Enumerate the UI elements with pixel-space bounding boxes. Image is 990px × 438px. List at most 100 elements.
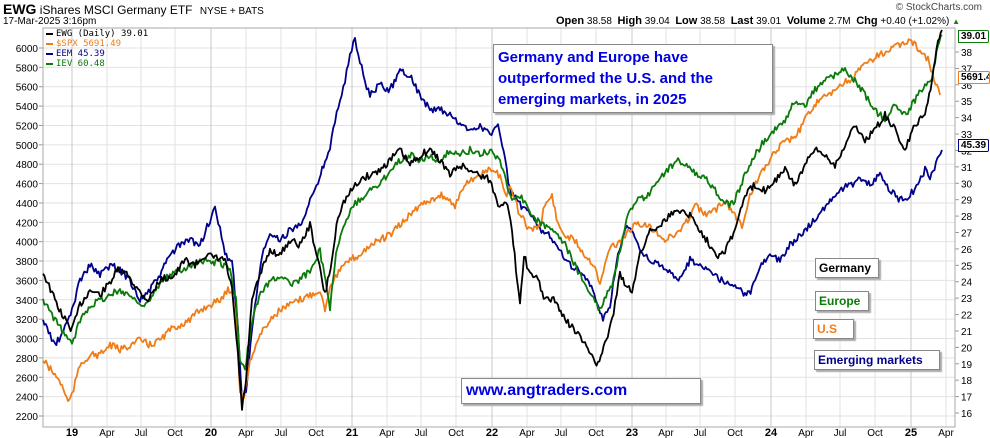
axes: 6000 5800 5600 5400 5200 5000 4800 4600 4400 4200…: [16, 27, 973, 438]
svg-text:4800: 4800: [16, 160, 39, 171]
svg-text:Oct: Oct: [867, 428, 883, 438]
annotation-main: Germany and Europe have outperformed the…: [493, 44, 773, 113]
price-tag-eem: 45.39: [958, 139, 990, 152]
legend-item-spx: $SPX 5691.49: [46, 39, 148, 49]
legend-label: EWG (Daily) 39.01: [56, 29, 149, 39]
svg-text:30: 30: [961, 179, 973, 190]
legend-item-ewg: EWG (Daily) 39.01: [46, 29, 148, 39]
volume-label: Volume: [786, 15, 826, 27]
svg-text:Jul: Jul: [694, 428, 707, 438]
svg-text:Apr: Apr: [379, 428, 395, 438]
svg-text:16: 16: [961, 409, 973, 420]
svg-text:24: 24: [765, 427, 778, 438]
chart-date: 17-Mar-2025 3:16pm: [3, 16, 97, 27]
low-value: 38.58: [700, 16, 726, 27]
svg-text:35: 35: [961, 97, 973, 108]
last-label: Last: [730, 15, 754, 27]
legend: EWG (Daily) 39.01 $SPX 5691.49 EEM 45.39…: [46, 29, 148, 69]
legend-swatch: [46, 62, 53, 65]
svg-text:Oct: Oct: [167, 428, 183, 438]
svg-text:33: 33: [961, 130, 973, 141]
price-tag-ewg: 39.01: [958, 30, 990, 43]
svg-text:Jul: Jul: [834, 428, 847, 438]
legend-label: $SPX 5691.49: [56, 39, 122, 49]
svg-text:23: 23: [626, 427, 638, 438]
svg-text:2200: 2200: [16, 412, 39, 423]
legend-item-eem: EEM 45.39: [46, 49, 148, 59]
open-label: Open: [555, 15, 585, 27]
label-us: U.S: [813, 319, 854, 339]
svg-text:20: 20: [205, 427, 217, 438]
svg-text:5400: 5400: [16, 102, 39, 113]
volume-value: 2.7M: [828, 16, 851, 27]
svg-text:4000: 4000: [16, 238, 39, 249]
up-arrow-icon: ▲: [952, 17, 960, 26]
annotation-url: www.angtraders.com: [461, 378, 701, 404]
svg-text:17: 17: [961, 393, 973, 404]
svg-text:37: 37: [961, 64, 973, 75]
brand-logo: © StockCharts.com: [895, 2, 982, 13]
svg-text:Apr: Apr: [938, 428, 954, 438]
svg-text:Jul: Jul: [415, 428, 428, 438]
svg-text:5000: 5000: [16, 141, 39, 152]
high-label: High: [617, 15, 642, 27]
label-europe: Europe: [815, 291, 869, 311]
svg-text:25: 25: [961, 261, 973, 272]
svg-text:38: 38: [961, 48, 973, 59]
svg-text:34: 34: [961, 114, 973, 125]
series-line-spx: [42, 38, 941, 402]
label-emerging-markets: Emerging markets: [814, 350, 940, 370]
chart-title: EWG iShares MSCI Germany ETF NYSE + BATS: [3, 1, 264, 17]
security-name: iShares MSCI Germany ETF: [39, 3, 193, 17]
series-line-eem: [42, 37, 943, 400]
legend-label: EEM 45.39: [56, 49, 105, 59]
chg-value: +0.40 (+1.02%): [880, 16, 950, 27]
svg-text:19: 19: [66, 427, 78, 438]
svg-text:3600: 3600: [16, 276, 39, 287]
svg-text:28: 28: [961, 212, 973, 223]
svg-text:5200: 5200: [16, 121, 39, 132]
svg-text:5600: 5600: [16, 83, 39, 94]
svg-text:21: 21: [346, 427, 358, 438]
svg-text:Apr: Apr: [238, 428, 254, 438]
svg-text:Apr: Apr: [99, 428, 115, 438]
svg-text:2600: 2600: [16, 373, 39, 384]
svg-text:36: 36: [961, 81, 973, 92]
legend-swatch: [46, 52, 53, 55]
svg-text:4400: 4400: [16, 199, 39, 210]
svg-text:3800: 3800: [16, 257, 39, 268]
legend-swatch: [46, 32, 53, 35]
svg-text:Oct: Oct: [308, 428, 324, 438]
exchange: NYSE + BATS: [199, 6, 264, 17]
svg-text:Jul: Jul: [275, 428, 288, 438]
legend-item-iev: IEV 60.48: [46, 59, 148, 69]
svg-text:Jul: Jul: [555, 428, 568, 438]
symbol: EWG: [3, 1, 37, 17]
svg-text:24: 24: [961, 278, 973, 289]
svg-text:Jul: Jul: [135, 428, 148, 438]
svg-text:22: 22: [961, 311, 973, 322]
svg-text:Apr: Apr: [658, 428, 674, 438]
price-tag-spx: 5691.49: [958, 71, 990, 84]
svg-text:3000: 3000: [16, 335, 39, 346]
svg-text:Oct: Oct: [588, 428, 604, 438]
ohlc-summary: Open 38.58 High 39.04 Low 38.58 Last 39.…: [556, 15, 960, 27]
svg-text:6000: 6000: [16, 44, 39, 55]
grid-lines: [43, 28, 955, 427]
svg-text:5800: 5800: [16, 63, 39, 74]
svg-text:29: 29: [961, 196, 973, 207]
svg-text:26: 26: [961, 245, 973, 256]
series-lines: [42, 29, 943, 411]
legend-label: IEV 60.48: [56, 59, 105, 69]
svg-text:4200: 4200: [16, 218, 39, 229]
series-line-ewgdaily: [42, 29, 943, 411]
svg-text:23: 23: [961, 294, 973, 305]
chg-label: Chg: [856, 15, 878, 27]
svg-text:Oct: Oct: [448, 428, 464, 438]
svg-text:25: 25: [905, 427, 917, 438]
svg-text:Apr: Apr: [798, 428, 814, 438]
svg-text:3400: 3400: [16, 296, 39, 307]
open-value: 38.58: [586, 16, 612, 27]
label-germany: Germany: [815, 258, 879, 278]
